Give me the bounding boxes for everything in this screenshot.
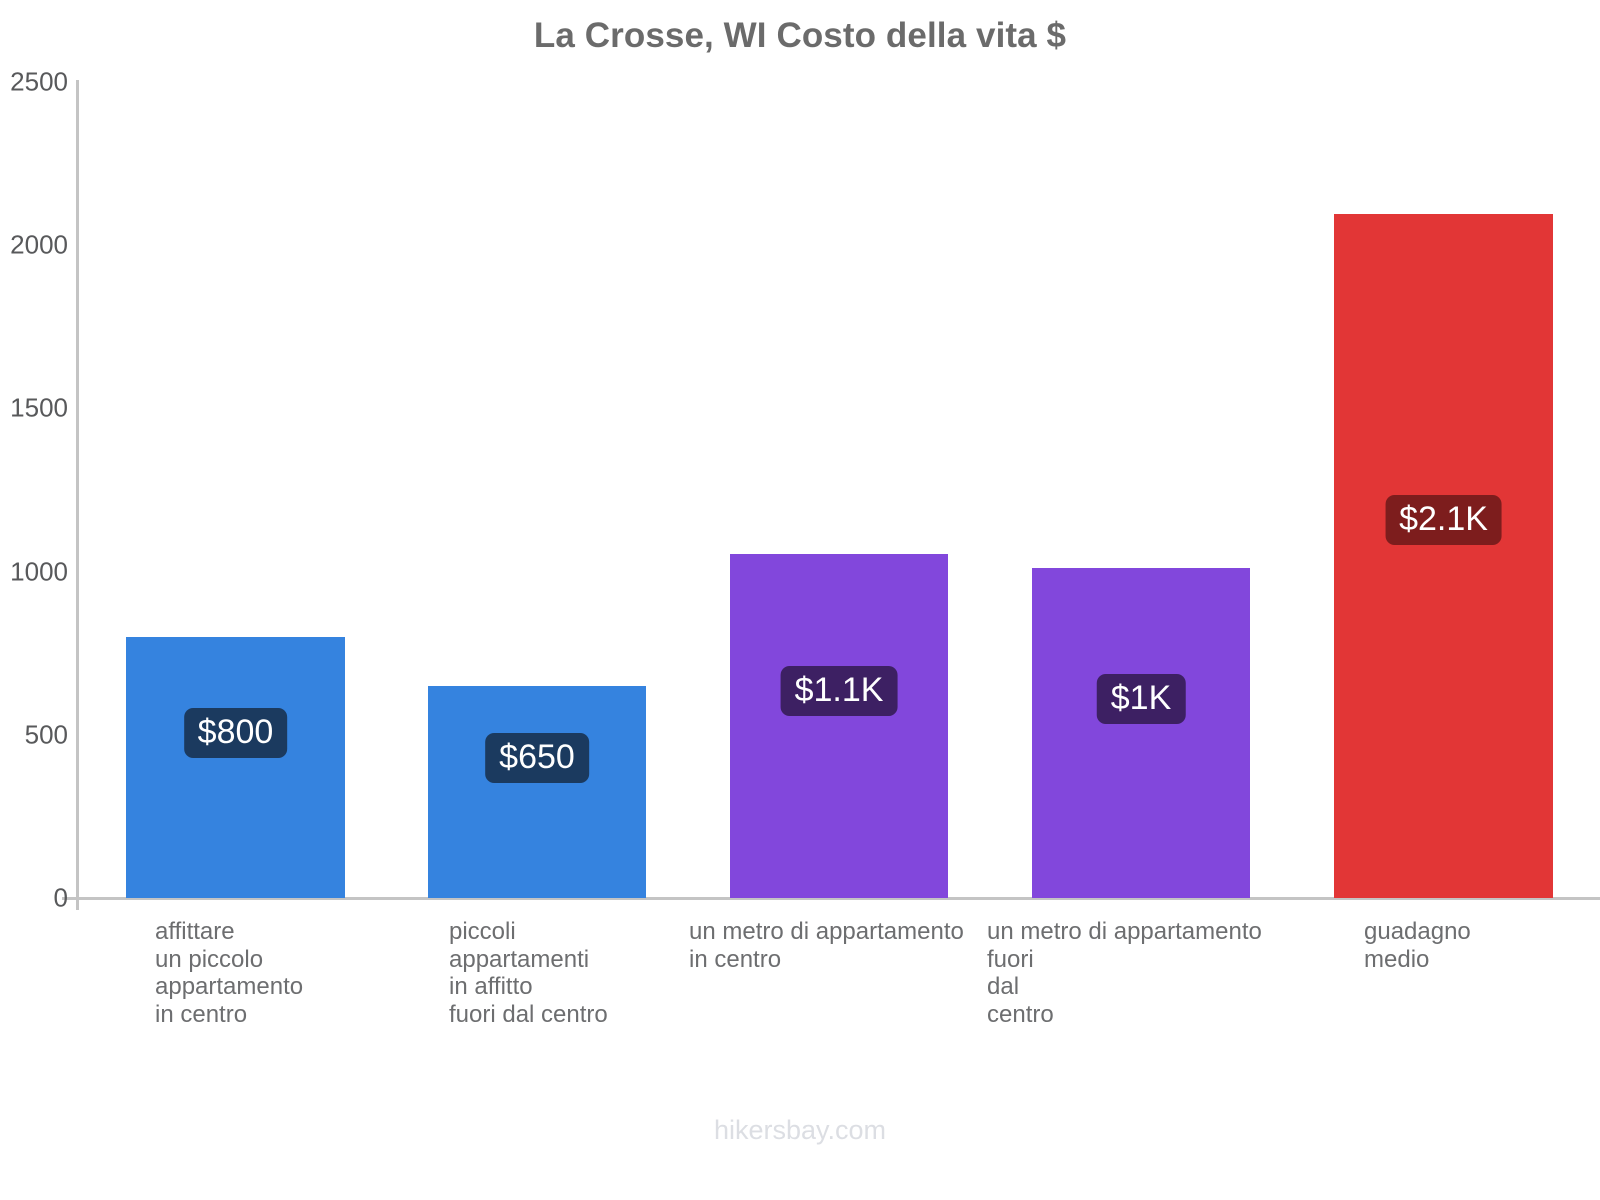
bar-5[interactable]: $2.1K xyxy=(1334,214,1553,898)
bar-value-badge-2: $650 xyxy=(485,733,589,783)
watermark: hikersbay.com xyxy=(713,1115,887,1145)
category-label-1: affittare un piccolo appartamento in cen… xyxy=(155,918,304,1028)
category-label-2: piccoli appartamenti in affitto fuori da… xyxy=(449,918,608,1028)
bar-1[interactable]: $800 xyxy=(126,637,345,898)
bar-value-badge-3: $1.1K xyxy=(780,666,898,716)
bar-3[interactable]: $1.1K xyxy=(730,554,948,898)
bar-value-badge-4: $1K xyxy=(1096,674,1186,724)
category-label-3: un metro di appartamento in centro xyxy=(689,918,964,973)
y-axis-tick-500: 500 xyxy=(24,719,68,750)
bar-2[interactable]: $650 xyxy=(428,686,646,898)
y-axis-tick-2500: 2500 xyxy=(10,66,68,97)
category-label-5: guadagno medio xyxy=(1364,918,1471,973)
y-axis-tick-1000: 1000 xyxy=(10,556,68,587)
chart-title: La Crosse, WI Costo della vita $ xyxy=(533,16,1067,55)
y-axis-line xyxy=(76,80,79,910)
x-axis-baseline xyxy=(62,897,1600,900)
y-axis-tick-0: 0 xyxy=(53,882,68,913)
bar-4[interactable]: $1K xyxy=(1032,568,1250,898)
y-axis-tick-1500: 1500 xyxy=(10,392,68,423)
bar-value-badge-5: $2.1K xyxy=(1385,495,1502,545)
bar-value-badge-1: $800 xyxy=(183,708,288,758)
y-axis-tick-2000: 2000 xyxy=(10,229,68,260)
category-label-4: un metro di appartamento fuori dal centr… xyxy=(987,918,1262,1028)
